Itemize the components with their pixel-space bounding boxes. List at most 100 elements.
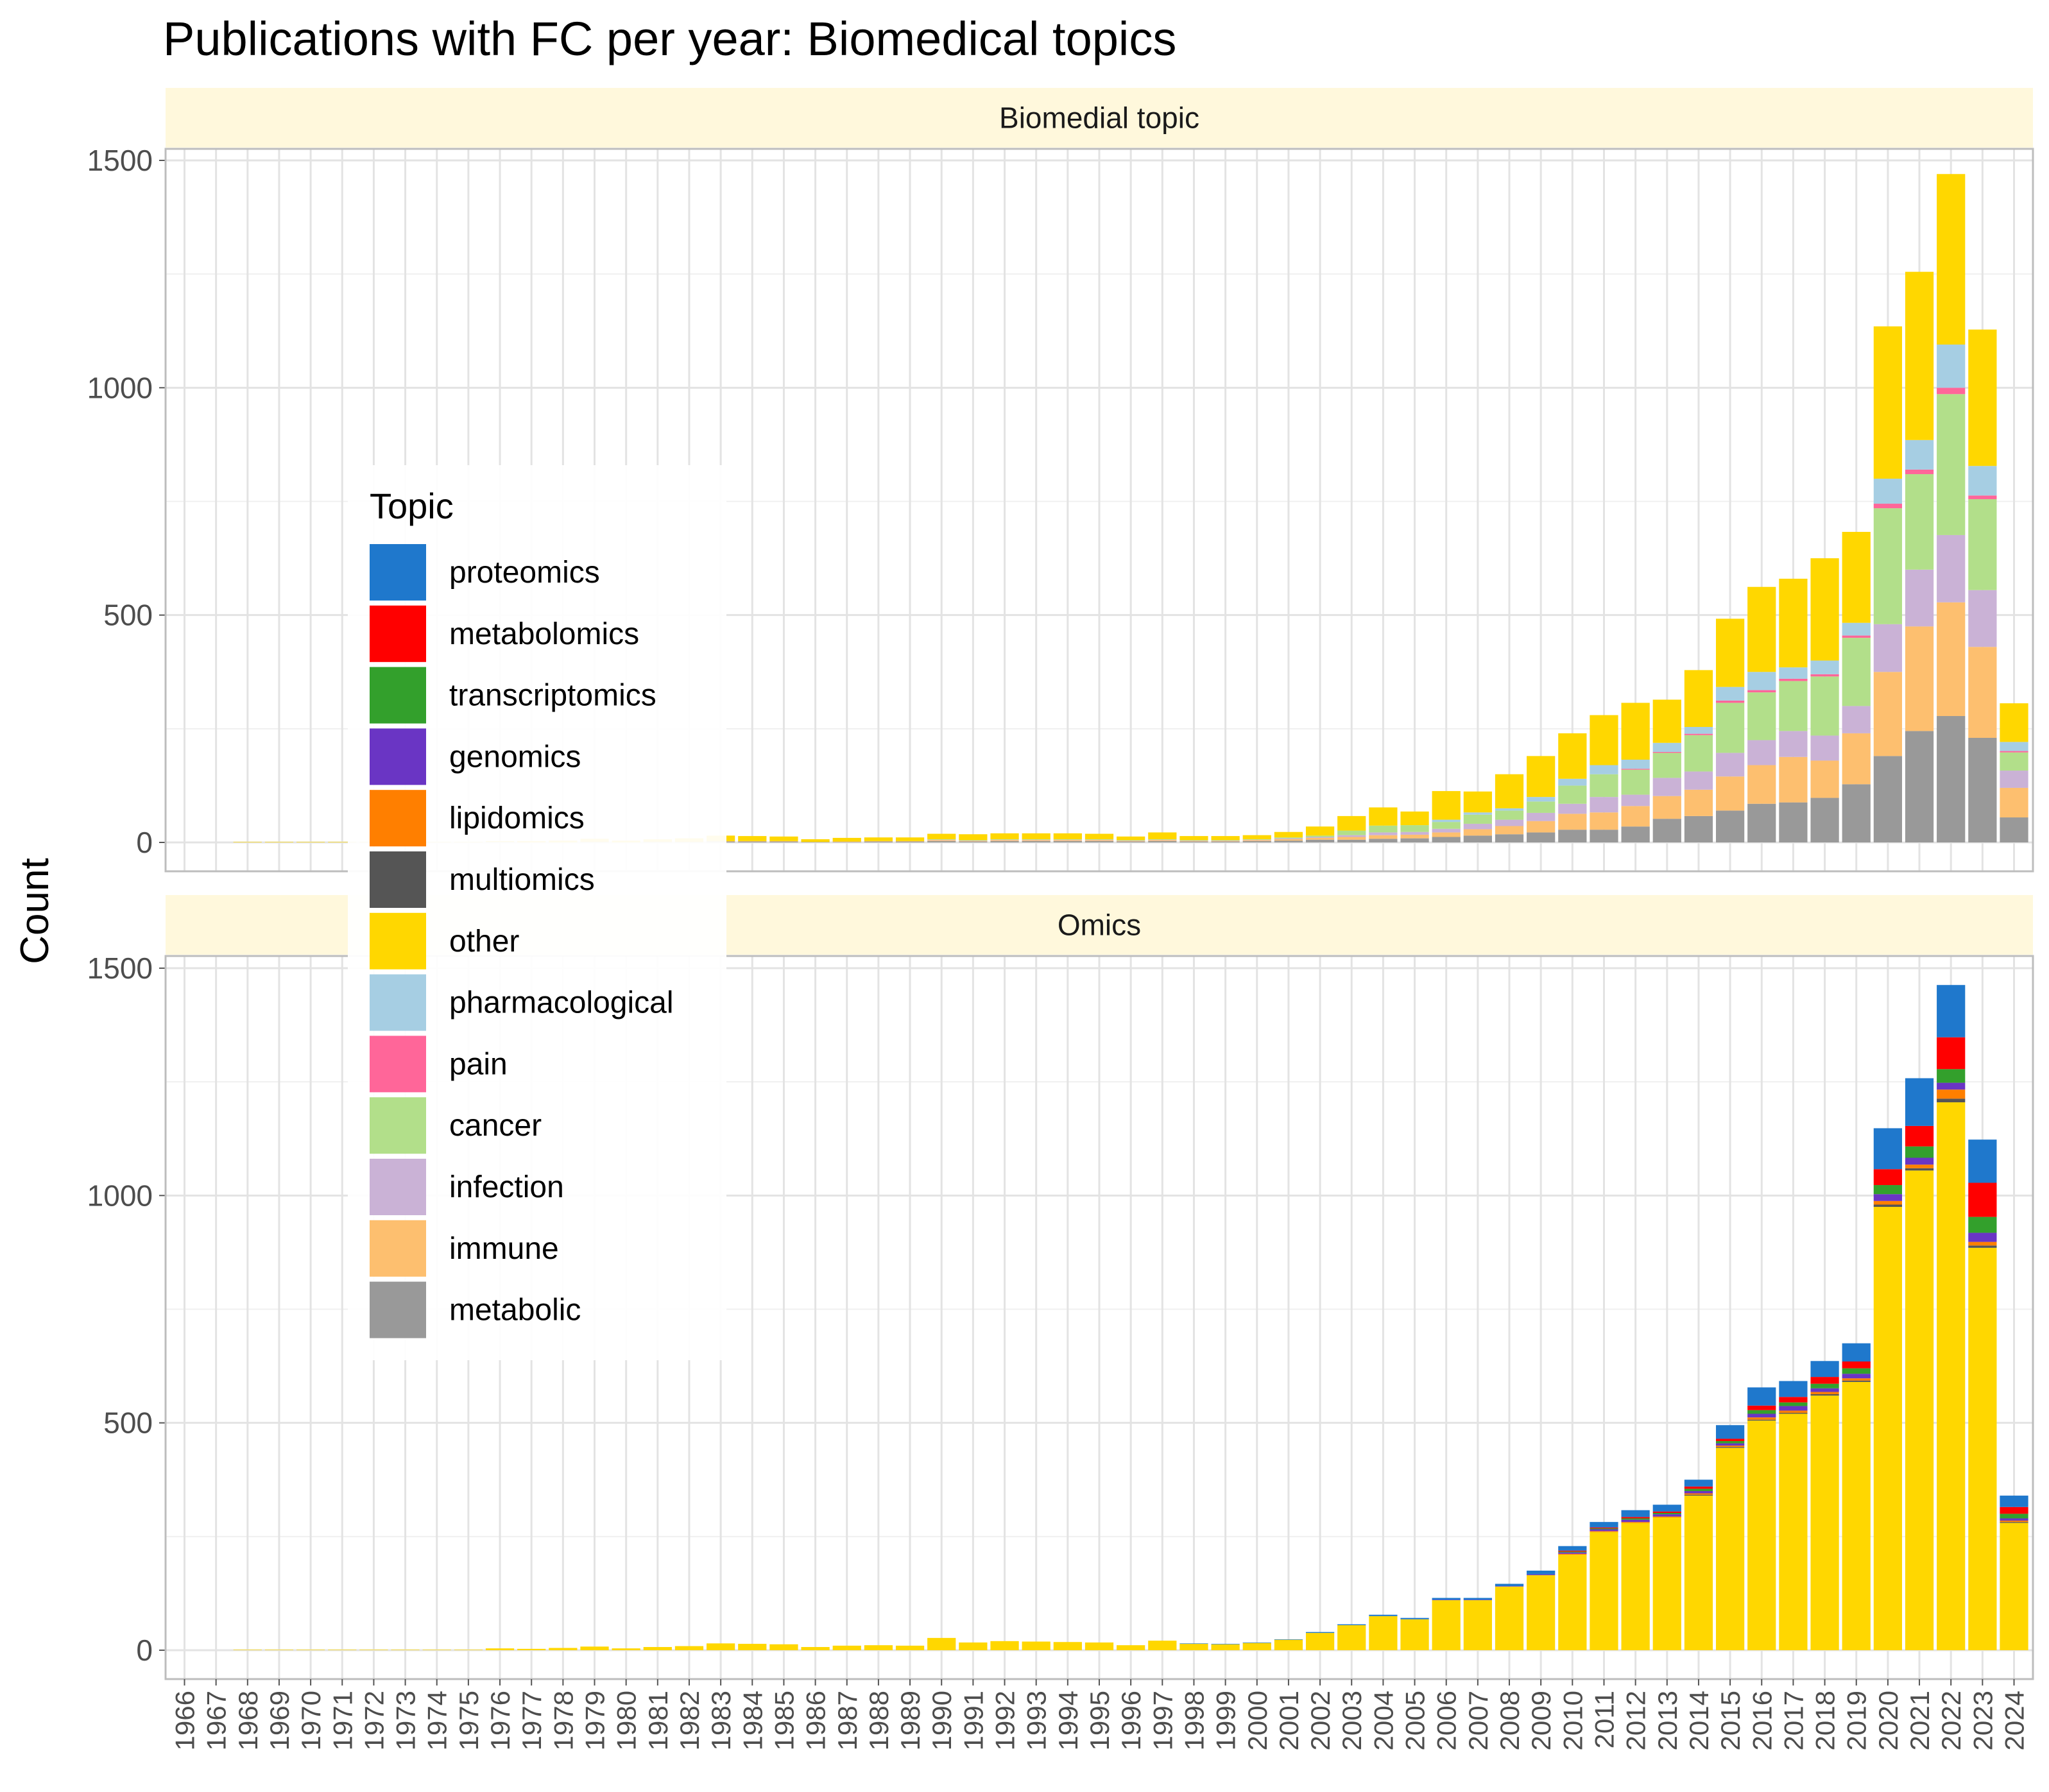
legend-label-metabolomics: metabolomics [449, 617, 639, 651]
bar-segment-transcriptomics-2024 [2000, 1514, 2028, 1519]
bar-segment-transcriptomics-2010 [1558, 1551, 1587, 1553]
bar-segment-cancer-2019 [1842, 638, 1871, 706]
bar-segment-infection-2008 [1495, 819, 1524, 826]
bar-segment-immune-2005 [1400, 834, 1429, 839]
bar-segment-other-2024 [2000, 1523, 2028, 1650]
bar-segment-immune-2010 [1558, 814, 1587, 830]
bar-segment-pain-2016 [1747, 690, 1776, 693]
bar-segment-infection-2016 [1747, 740, 1776, 765]
legend-label-lipidomics: lipidomics [449, 801, 585, 835]
bar-segment-multiomics-2023 [1968, 1245, 1997, 1248]
x-tick-label: 1984 [737, 1691, 767, 1750]
x-tick-label: 2024 [2000, 1691, 2030, 1750]
bar-segment-infection-2023 [1968, 590, 1997, 647]
x-tick-label: 2016 [1747, 1691, 1777, 1750]
bar-segment-metabolic-2001 [1274, 841, 1303, 842]
bar-segment-other-2015 [1715, 619, 1745, 687]
bar-segment-pharmacological-2008 [1495, 808, 1524, 811]
bar-segment-cancer-2004 [1369, 825, 1398, 833]
bar-segment-cancer-2020 [1873, 508, 1903, 624]
x-tick-label: 1974 [422, 1691, 452, 1750]
y-tick-label: 500 [103, 599, 153, 632]
bar-segment-infection-2010 [1558, 803, 1587, 814]
x-tick-label: 2021 [1905, 1691, 1935, 1750]
bar-segment-transcriptomics-2013 [1652, 1512, 1681, 1515]
bar-segment-other-1992 [990, 833, 1019, 840]
x-tick-label: 1966 [169, 1691, 200, 1750]
bar-segment-infection-2005 [1400, 832, 1429, 835]
bar-segment-cancer-2024 [2000, 752, 2028, 771]
bar-segment-pharmacological-2019 [1842, 622, 1871, 636]
bar-segment-other-1990 [927, 833, 956, 840]
x-tick-label: 2003 [1337, 1691, 1367, 1750]
bar-segment-other-2023 [1968, 329, 1997, 466]
bar-segment-infection-1994 [1053, 839, 1082, 841]
bar-segment-other-2019 [1842, 531, 1871, 623]
legend-label-metabolic: metabolic [449, 1293, 581, 1327]
bar-segment-other-2007 [1463, 791, 1492, 813]
bar-segment-other-2018 [1810, 1395, 1839, 1650]
bar-segment-pharmacological-2007 [1463, 812, 1492, 815]
bar-segment-genomics-2017 [1779, 1406, 1808, 1411]
bar-segment-lipidomics-2020 [1873, 1200, 1903, 1205]
bar-segment-immune-2001 [1274, 839, 1303, 841]
bar-segment-other-2015 [1715, 1447, 1745, 1650]
bar-segment-other-1988 [864, 837, 893, 841]
bar-segment-other-1994 [1053, 833, 1082, 840]
bar-segment-other-1981 [643, 1647, 672, 1650]
bar-segment-pharmacological-2020 [1873, 479, 1903, 504]
bar-segment-other-1986 [801, 1647, 830, 1650]
bar-segment-other-2008 [1495, 774, 1524, 808]
bar-segment-proteomics-2012 [1621, 1510, 1650, 1517]
x-tick-label: 1977 [517, 1691, 547, 1750]
bar-segment-proteomics-2018 [1810, 1361, 1839, 1378]
x-tick-label: 2002 [1305, 1691, 1335, 1750]
bar-segment-transcriptomics-2019 [1842, 1368, 1871, 1374]
bar-segment-immune-2008 [1495, 826, 1524, 835]
bar-segment-genomics-2022 [1937, 1082, 1966, 1090]
bar-segment-metabolic-2014 [1684, 815, 1713, 842]
bar-segment-other-1991 [959, 1642, 988, 1650]
bar-segment-metabolic-2008 [1495, 834, 1524, 842]
bar-segment-cancer-2023 [1968, 499, 1997, 590]
bar-segment-infection-2007 [1463, 823, 1492, 830]
bar-segment-cancer-2017 [1779, 681, 1808, 731]
bar-segment-other-2022 [1937, 174, 1966, 345]
x-tick-label: 2000 [1242, 1691, 1273, 1750]
bar-segment-other-2012 [1621, 1523, 1650, 1650]
bar-segment-metabolic-2003 [1337, 839, 1366, 842]
bar-segment-cancer-2011 [1590, 774, 1618, 798]
bar-segment-metabolic-1992 [990, 841, 1019, 842]
bar-segment-other-2020 [1873, 326, 1903, 479]
bar-segment-proteomics-2007 [1463, 1598, 1492, 1600]
facet-strip-label: Biomedial topic [999, 101, 1199, 135]
x-tick-label: 2020 [1873, 1691, 1903, 1750]
bar-segment-immune-1997 [1148, 840, 1177, 841]
bar-segment-genomics-2023 [1968, 1233, 1997, 1242]
x-tick-label: 2014 [1684, 1691, 1714, 1750]
bar-segment-genomics-2015 [1715, 1443, 1745, 1446]
bar-segment-other-2003 [1337, 815, 1366, 831]
bar-segment-immune-2013 [1652, 796, 1681, 819]
bar-segment-metabolomics-2020 [1873, 1169, 1903, 1186]
bar-segment-metabolic-2009 [1527, 832, 1556, 842]
x-tick-label: 1993 [1022, 1691, 1052, 1750]
bar-segment-immune-2014 [1684, 789, 1713, 816]
bar-segment-metabolic-2019 [1842, 784, 1871, 842]
bar-segment-cancer-1999 [1211, 840, 1240, 841]
x-tick-label: 1979 [580, 1691, 610, 1750]
x-tick-label: 1970 [296, 1691, 326, 1750]
bar-segment-immune-2012 [1621, 806, 1650, 827]
legend-key-lipidomics [370, 790, 426, 847]
bar-segment-other-2005 [1400, 811, 1429, 826]
bar-segment-pharmacological-2022 [1937, 345, 1966, 388]
x-tick-label: 1967 [201, 1691, 232, 1750]
bar-segment-other-1984 [738, 1644, 767, 1650]
bar-segment-pain-2013 [1652, 751, 1681, 753]
legend-label-immune: immune [449, 1232, 559, 1266]
bar-segment-infection-2019 [1842, 706, 1871, 733]
plot-border [164, 148, 2034, 873]
bar-segment-infection-1995 [1085, 839, 1114, 841]
y-tick-label: 0 [136, 1634, 153, 1667]
bar-segment-multiomics-2024 [2000, 1522, 2028, 1523]
